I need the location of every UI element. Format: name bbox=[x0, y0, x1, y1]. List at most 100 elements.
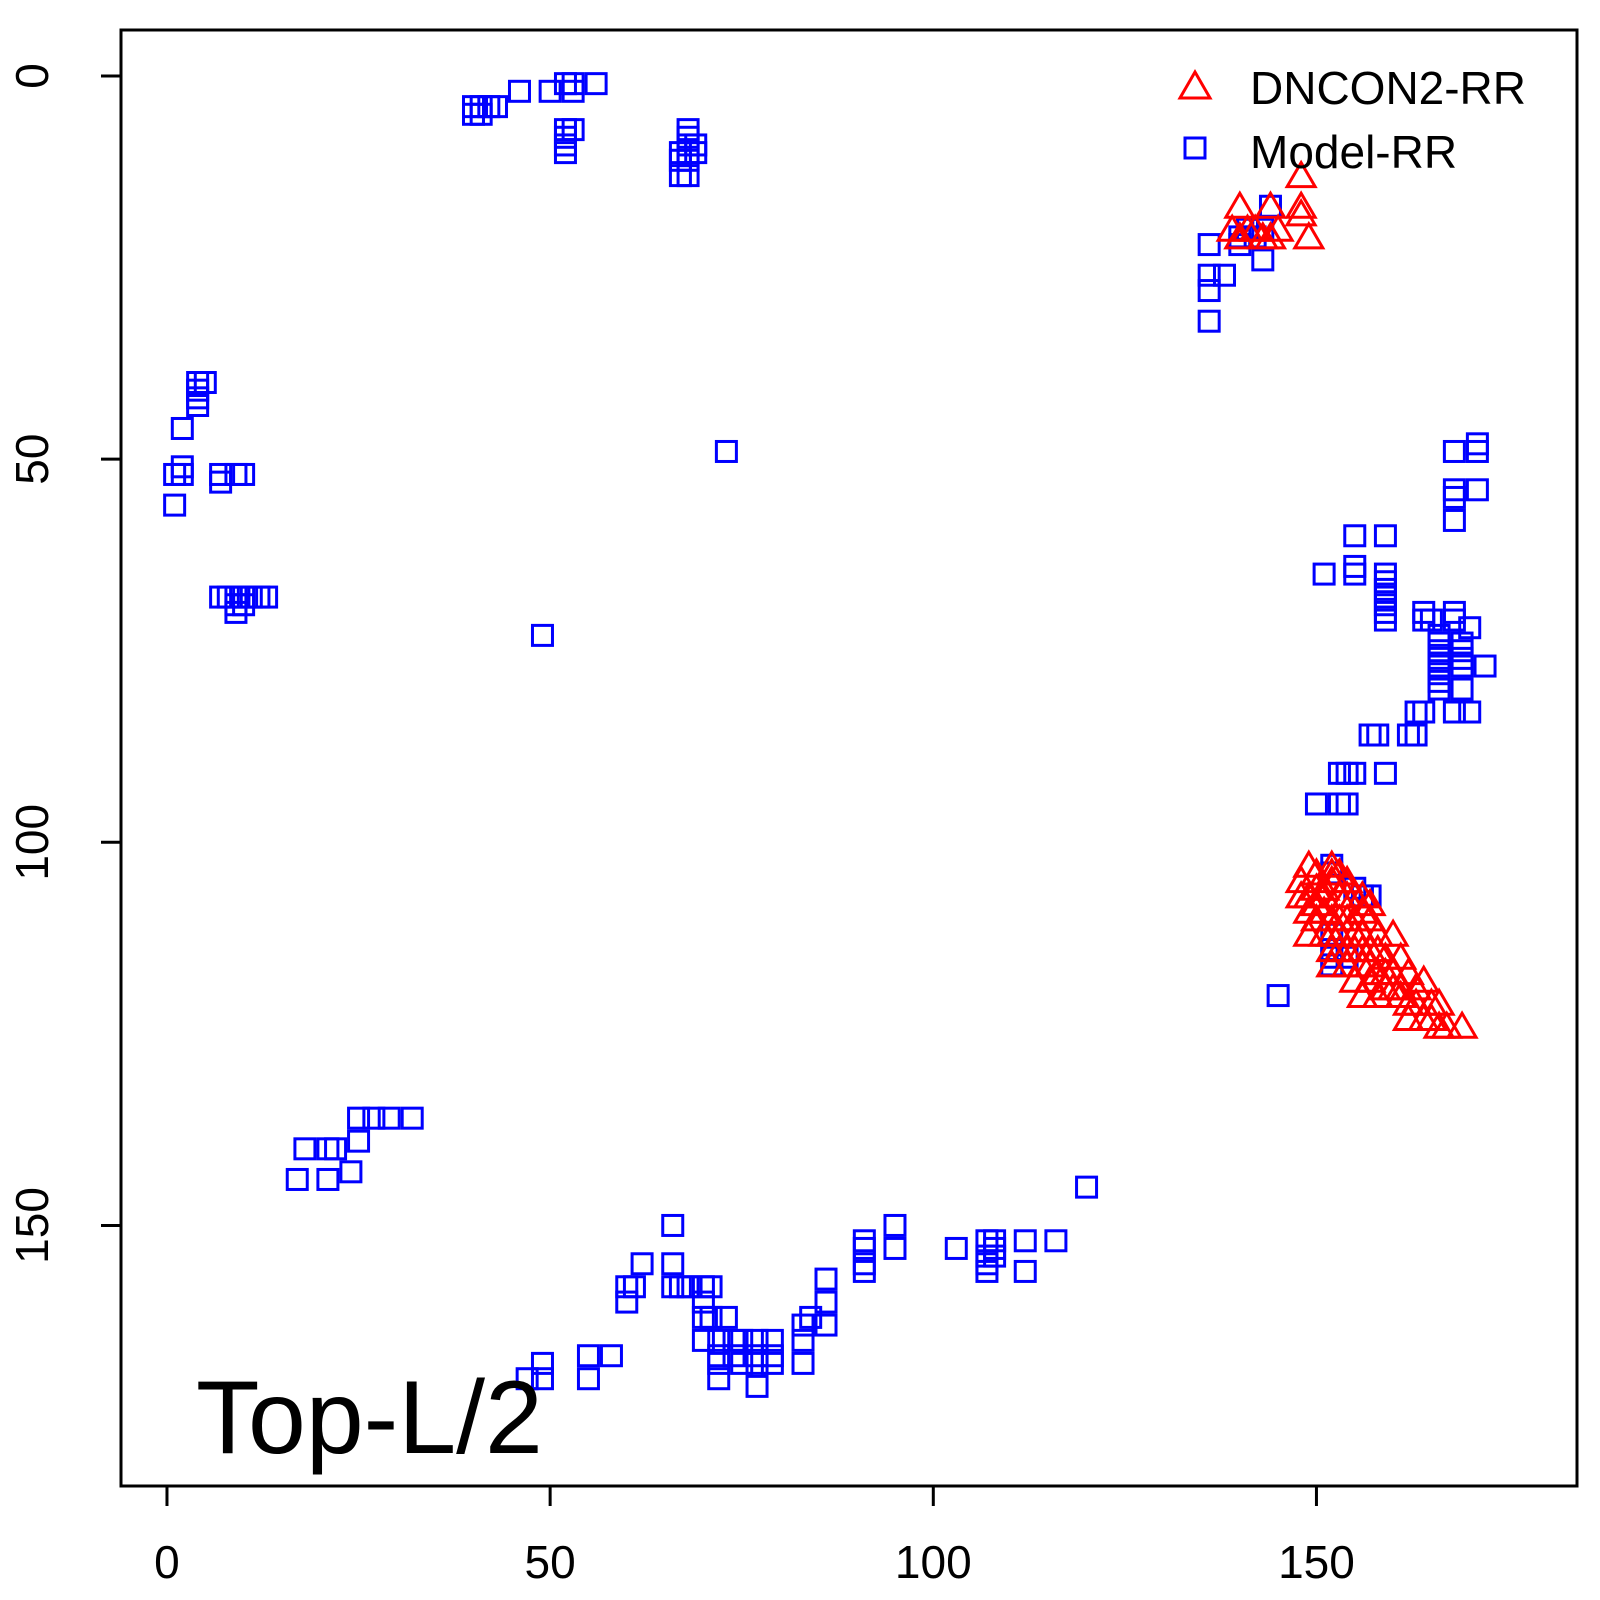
model-rr-point-99 bbox=[1473, 654, 1497, 678]
model-rr-point-106 bbox=[1458, 700, 1482, 724]
model-rr-point-111 bbox=[1366, 723, 1390, 747]
model-rr-point-108 bbox=[1404, 700, 1428, 724]
model-rr-point-132 bbox=[362, 1106, 386, 1130]
model-rr-point-136 bbox=[293, 1137, 317, 1161]
model-rr-point-173 bbox=[745, 1344, 769, 1368]
dncon2-rr-point-1 bbox=[1223, 190, 1257, 219]
model-rr-point-100 bbox=[1427, 654, 1451, 678]
model-rr-point-174 bbox=[760, 1344, 784, 1368]
model-rr-point-133 bbox=[377, 1106, 401, 1130]
model-rr-point-24 bbox=[668, 148, 692, 172]
model-rr-point-118 bbox=[1327, 792, 1351, 816]
model-rr-point-11 bbox=[561, 79, 585, 103]
model-rr-point-42 bbox=[209, 585, 233, 609]
model-rr-point-189 bbox=[852, 1229, 876, 1253]
model-rr-point-142 bbox=[1075, 1175, 1099, 1199]
dncon2-rr-point-10 bbox=[1223, 220, 1257, 250]
model-rr-point-17 bbox=[676, 118, 700, 142]
model-rr-point-110 bbox=[1396, 723, 1420, 747]
model-rr-point-33 bbox=[170, 416, 194, 440]
model-rr-point-0 bbox=[462, 95, 486, 119]
dncon2-rr-point-25 bbox=[1299, 887, 1334, 917]
model-rr-point-164 bbox=[691, 1328, 715, 1352]
dncon2-rr-point-71 bbox=[1399, 971, 1433, 1001]
model-rr-point-114 bbox=[1343, 761, 1367, 785]
model-rr-point-137 bbox=[316, 1137, 340, 1161]
model-rr-point-192 bbox=[883, 1236, 907, 1260]
model-rr-point-148 bbox=[599, 1344, 623, 1368]
model-rr-point-81 bbox=[1373, 585, 1397, 609]
dncon2-rr-point-15 bbox=[1315, 849, 1349, 878]
model-rr-point-202 bbox=[1013, 1259, 1037, 1283]
model-rr-point-203 bbox=[1044, 1229, 1068, 1253]
x-tick-label: 50 bbox=[525, 1536, 576, 1588]
model-rr-point-92 bbox=[1427, 631, 1451, 655]
triangle-marker-icon bbox=[1177, 68, 1213, 100]
model-rr-point-22 bbox=[676, 141, 700, 165]
model-rr-point-19 bbox=[676, 133, 700, 157]
model-rr-point-166 bbox=[722, 1328, 746, 1352]
model-rr-point-160 bbox=[691, 1290, 715, 1314]
data-points bbox=[163, 72, 1497, 1398]
model-rr-point-147 bbox=[576, 1367, 600, 1391]
model-rr-point-105 bbox=[1442, 700, 1466, 724]
dncon2-rr-point-8 bbox=[1261, 213, 1295, 242]
model-rr-point-54 bbox=[1197, 233, 1221, 257]
model-rr-point-93 bbox=[1427, 639, 1451, 663]
model-rr-point-39 bbox=[224, 462, 248, 486]
legend: DNCON2-RR Model-RR bbox=[1177, 62, 1526, 178]
dncon2-rr-point-65 bbox=[1391, 956, 1426, 986]
model-rr-point-83 bbox=[1373, 600, 1397, 624]
model-rr-point-9 bbox=[561, 72, 585, 96]
model-rr-point-70 bbox=[1442, 485, 1466, 509]
model-rr-point-75 bbox=[1343, 554, 1367, 578]
model-rr-point-176 bbox=[730, 1351, 754, 1375]
x-tick-label: 100 bbox=[895, 1536, 972, 1588]
dncon2-rr-point-48 bbox=[1376, 918, 1410, 947]
model-rr-point-155 bbox=[668, 1275, 692, 1299]
y-axis: 0 50 100 150 bbox=[6, 63, 123, 1264]
model-rr-point-86 bbox=[1412, 608, 1436, 632]
model-rr-point-37 bbox=[163, 493, 187, 517]
model-rr-point-146 bbox=[576, 1344, 600, 1368]
legend-label-dncon2-rr: DNCON2-RR bbox=[1250, 62, 1526, 114]
model-rr-point-80 bbox=[1373, 577, 1397, 601]
model-rr-point-6 bbox=[507, 79, 531, 103]
model-rr-point-107 bbox=[1412, 700, 1436, 724]
model-rr-point-13 bbox=[561, 118, 585, 142]
model-rr-point-15 bbox=[553, 133, 577, 157]
model-rr-point-34 bbox=[170, 455, 194, 479]
x-tick-label: 0 bbox=[154, 1536, 180, 1588]
model-rr-point-49 bbox=[224, 593, 248, 617]
model-rr-point-95 bbox=[1450, 631, 1474, 655]
model-rr-point-169 bbox=[760, 1328, 784, 1352]
model-rr-point-104 bbox=[1450, 677, 1474, 701]
dncon2-rr-point-12 bbox=[1253, 220, 1288, 250]
y-tick-label: 50 bbox=[6, 434, 58, 485]
model-rr-point-4 bbox=[462, 102, 486, 126]
model-rr-point-46 bbox=[239, 585, 263, 609]
model-rr-point-51 bbox=[224, 600, 248, 624]
model-rr-point-5 bbox=[469, 102, 493, 126]
model-rr-point-29 bbox=[186, 378, 210, 402]
model-rr-point-185 bbox=[814, 1313, 838, 1337]
dncon2-rr-point-9 bbox=[1292, 220, 1326, 250]
dncon2-rr-point-85 bbox=[1445, 1010, 1479, 1039]
model-rr-point-193 bbox=[944, 1236, 968, 1260]
model-rr-point-91 bbox=[1427, 623, 1451, 647]
dncon2-rr-point-61 bbox=[1353, 948, 1387, 978]
model-rr-point-71 bbox=[1442, 508, 1466, 532]
model-rr-point-195 bbox=[975, 1244, 999, 1268]
model-rr-point-14 bbox=[553, 125, 577, 149]
dncon2-rr-point-74 bbox=[1361, 979, 1395, 1009]
model-rr-point-52 bbox=[714, 439, 738, 463]
model-rr-point-167 bbox=[730, 1328, 754, 1352]
model-rr-point-138 bbox=[324, 1137, 348, 1161]
dncon2-rr-point-75 bbox=[1384, 979, 1418, 1009]
model-rr-point-43 bbox=[216, 585, 240, 609]
model-rr-point-74 bbox=[1373, 524, 1397, 548]
model-rr-point-150 bbox=[615, 1275, 639, 1299]
dncon2-rr-point-82 bbox=[1414, 1002, 1449, 1032]
model-rr-point-88 bbox=[1442, 600, 1466, 624]
model-rr-point-191 bbox=[883, 1213, 907, 1237]
